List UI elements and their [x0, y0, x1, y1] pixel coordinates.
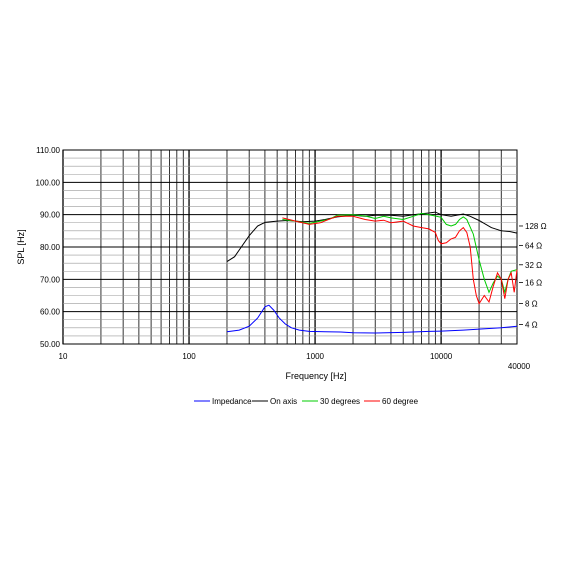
impedance-label: 16 Ω — [525, 279, 542, 288]
y-tick-label: 50.00 — [40, 340, 61, 349]
legend: Impedance On axis 30 degrees 60 degree — [194, 397, 419, 406]
x-tick-label: 40000 — [508, 362, 531, 371]
x-tick-label: 1000 — [306, 352, 324, 361]
series-line-impedance — [226, 304, 518, 334]
impedance-label: 64 Ω — [525, 241, 542, 250]
y-tick-label: 100.00 — [36, 178, 61, 187]
x-tick-labels: 10 100 1000 10000 40000 — [59, 352, 531, 371]
y-tick-label: 110.00 — [36, 146, 60, 155]
y-tick-label: 70.00 — [40, 275, 61, 284]
legend-label: 60 degree — [382, 397, 419, 406]
grid — [62, 149, 518, 345]
series-line-on-axis — [226, 211, 518, 263]
legend-label: 30 degrees — [320, 397, 360, 406]
x-tick-label: 100 — [182, 352, 196, 361]
impedance-label: 128 Ω — [525, 222, 547, 231]
y-tick-label: 60.00 — [40, 308, 61, 317]
impedance-label: 8 Ω — [525, 300, 538, 309]
y-tick-labels: 50.00 60.00 70.00 80.00 90.00 100.00 110.00 — [36, 146, 61, 349]
x-tick-label: 10 — [59, 352, 68, 361]
y-tick-label: 80.00 — [40, 243, 61, 252]
series-lines — [226, 211, 518, 334]
legend-label: On axis — [270, 397, 297, 406]
impedance-axis-labels: 128 Ω 64 Ω 32 Ω 16 Ω 8 Ω 4 Ω — [519, 222, 547, 330]
x-tick-label: 10000 — [430, 352, 453, 361]
legend-label: Impedance — [212, 397, 252, 406]
y-tick-label: 90.00 — [40, 211, 61, 220]
series-line-60-degree — [282, 215, 518, 305]
impedance-label: 4 Ω — [525, 321, 538, 330]
x-axis-label: Frequency [Hz] — [285, 371, 346, 381]
y-axis-label: SPL [Hz] — [16, 229, 26, 264]
impedance-label: 32 Ω — [525, 261, 542, 270]
